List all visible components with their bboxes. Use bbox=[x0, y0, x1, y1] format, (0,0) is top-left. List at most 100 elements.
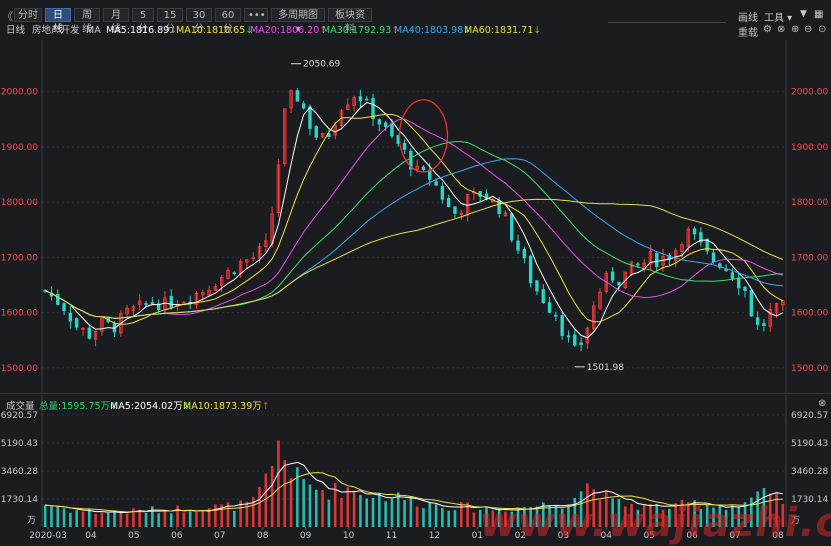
volume-bar bbox=[693, 500, 696, 527]
volume-bar bbox=[762, 488, 766, 527]
volume-bar bbox=[781, 503, 785, 527]
candle-body bbox=[510, 213, 514, 241]
volume-bar bbox=[340, 498, 343, 527]
price-tick-left: 2000.00 bbox=[1, 88, 38, 98]
volume-bar bbox=[541, 502, 545, 527]
candle-body bbox=[730, 272, 735, 279]
volume-bar bbox=[636, 509, 640, 527]
volume-bar bbox=[422, 508, 425, 527]
candle-body bbox=[547, 302, 552, 313]
volume-bar bbox=[630, 503, 633, 527]
candle-body bbox=[289, 90, 293, 109]
volume-bar bbox=[529, 506, 532, 527]
volume-bar bbox=[119, 512, 123, 527]
tab-1[interactable]: 日线 bbox=[45, 8, 71, 35]
tab-3[interactable]: 月线 bbox=[103, 8, 129, 35]
volume-unit-right: 万 bbox=[791, 516, 800, 526]
volume-bar bbox=[390, 498, 394, 527]
x-tick: 01 bbox=[472, 531, 483, 541]
search-input[interactable] bbox=[608, 7, 726, 23]
volume-bar bbox=[100, 512, 104, 527]
volume-bar bbox=[277, 440, 280, 527]
volume-bar bbox=[220, 504, 223, 527]
close-volume-icon[interactable]: ⊗ bbox=[818, 398, 827, 409]
x-tick: 02 bbox=[515, 531, 526, 541]
tab-10[interactable]: 板块资料 bbox=[328, 8, 372, 35]
volume-bar bbox=[125, 513, 129, 527]
zoom-in-icon[interactable]: ⊕ bbox=[791, 24, 800, 35]
volume-bar bbox=[523, 507, 526, 527]
candle-body bbox=[74, 318, 79, 328]
candle-body bbox=[169, 295, 173, 308]
candle-body bbox=[346, 104, 350, 110]
volume-bar bbox=[472, 512, 476, 527]
volume-bar bbox=[680, 499, 684, 527]
candle-body bbox=[434, 181, 438, 186]
ma60-value: MA60:1831.71↓ bbox=[464, 25, 542, 36]
volume-bar bbox=[333, 482, 337, 527]
volume-bar bbox=[674, 503, 677, 527]
candle-body bbox=[642, 262, 646, 268]
draw-line-button[interactable]: 画线 bbox=[738, 13, 758, 24]
volume-ma10: MA10:1873.39万↑ bbox=[183, 401, 270, 412]
candle-body bbox=[503, 212, 508, 217]
price-tick-left: 1600.00 bbox=[1, 309, 38, 319]
volume-ma5: MA5:2054.02万↓ bbox=[110, 401, 191, 412]
volume-bar bbox=[283, 460, 287, 527]
volume-bar bbox=[151, 506, 154, 527]
volume-bar bbox=[176, 505, 179, 527]
candle-body bbox=[737, 277, 741, 289]
volume-bar bbox=[132, 508, 135, 527]
volume-tick-right: 1730.14 bbox=[791, 495, 828, 505]
tab-2[interactable]: 周线 bbox=[74, 8, 100, 35]
volume-bar bbox=[668, 508, 671, 527]
x-tick: 12 bbox=[429, 531, 440, 541]
tools-menu-button[interactable]: 工具 ▾ bbox=[764, 13, 793, 24]
candle-body bbox=[591, 305, 596, 330]
volume-bar bbox=[611, 498, 614, 527]
volume-bar bbox=[649, 504, 652, 527]
watermark: www.wajiazhi.com bbox=[476, 500, 831, 546]
back-arrow-icon[interactable]: 《 bbox=[2, 10, 13, 23]
grid-icon[interactable]: ▦ bbox=[814, 9, 824, 20]
tab-6[interactable]: 30分 bbox=[186, 8, 212, 35]
ma20-line bbox=[45, 118, 783, 319]
tab-7[interactable]: 60分 bbox=[215, 8, 241, 35]
tab-8[interactable]: ••• bbox=[244, 8, 268, 22]
volume-bar bbox=[207, 508, 211, 527]
close-icon[interactable]: ⊗ bbox=[777, 24, 786, 35]
volume-bar bbox=[554, 505, 558, 527]
volume-bar bbox=[775, 492, 778, 527]
period-toolbar: 《 分时 日线 周线 月线 5分 15分 30分 60分 ••• 多周期图 ▾ 板块资料 画线 工具… bbox=[0, 6, 831, 35]
tab-5[interactable]: 15分 bbox=[157, 8, 183, 35]
volume-bar bbox=[359, 494, 362, 527]
candle-body bbox=[314, 126, 318, 138]
candle-body bbox=[68, 312, 73, 322]
volume-bar bbox=[352, 490, 356, 527]
up-icon[interactable]: ⊙ bbox=[818, 24, 827, 35]
candle-body bbox=[87, 327, 91, 339]
candle-body bbox=[352, 97, 356, 107]
volume-unit-left: 万 bbox=[27, 516, 36, 526]
tab-4[interactable]: 5分 bbox=[132, 8, 154, 35]
x-tick: 03 bbox=[558, 531, 569, 541]
volume-bar bbox=[768, 493, 772, 527]
candle-body bbox=[156, 303, 161, 310]
candle-body bbox=[308, 106, 312, 129]
volume-bar bbox=[144, 512, 148, 527]
tab-0[interactable]: 分时 bbox=[14, 8, 42, 22]
volume-bar bbox=[447, 510, 450, 527]
reset-button[interactable]: 重载 bbox=[738, 28, 758, 39]
tab-9[interactable]: 多周期图 ▾ bbox=[271, 8, 325, 35]
zoom-out-icon[interactable]: ⊖ bbox=[804, 24, 813, 35]
candle-body bbox=[194, 293, 199, 306]
volume-bar bbox=[396, 492, 400, 527]
settings-icon[interactable]: ⚙ bbox=[763, 24, 772, 35]
candle-body bbox=[446, 197, 451, 207]
volume-bar bbox=[579, 491, 583, 527]
candle-body bbox=[276, 164, 281, 214]
chevron-down-icon[interactable]: ▼ bbox=[800, 9, 807, 19]
candle-body bbox=[528, 255, 533, 284]
volume-bar bbox=[535, 506, 539, 527]
volume-bar bbox=[346, 487, 350, 527]
